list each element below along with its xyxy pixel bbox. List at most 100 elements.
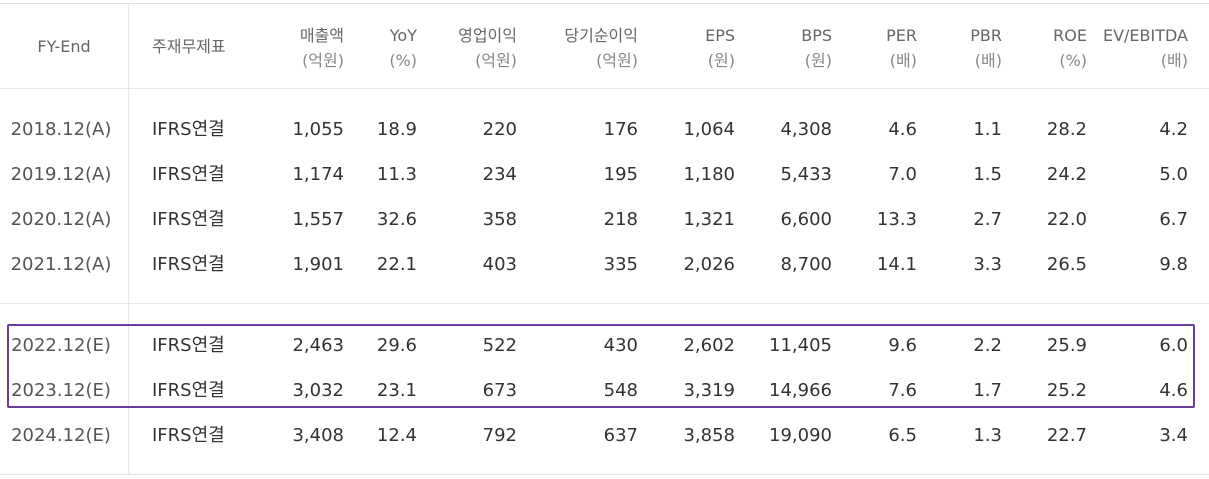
cell-eps: 3,319 <box>683 380 735 401</box>
header-roe: ROE <box>1053 26 1087 45</box>
cell-fy-end: 2024.12(E) <box>11 425 111 446</box>
cell-fy-end: 2018.12(A) <box>10 119 112 140</box>
cell-bps: 14,966 <box>769 380 832 401</box>
cell-net-income: 430 <box>603 335 638 356</box>
cell-net-income: 637 <box>603 425 638 446</box>
cell-net-income: 218 <box>603 209 638 230</box>
header-ev-ebitda-unit: (배) <box>1160 51 1188 70</box>
cell-fy-end: 2022.12(E) <box>11 335 111 356</box>
cell-net-income: 176 <box>603 119 638 140</box>
header-per-unit: (배) <box>889 51 917 70</box>
estimate-highlight-box <box>7 324 1195 408</box>
cell-roe: 26.5 <box>1046 254 1087 275</box>
cell-revenue: 2,463 <box>292 335 344 356</box>
cell-eps: 2,026 <box>683 254 735 275</box>
cell-per: 7.0 <box>888 164 917 185</box>
cell-net-income: 548 <box>603 380 638 401</box>
table-bottom-border <box>0 474 1209 475</box>
cell-pbr: 2.2 <box>973 335 1002 356</box>
cell-per: 14.1 <box>876 254 917 275</box>
header-revenue: 매출액 <box>299 26 344 45</box>
cell-ev-ebitda: 6.7 <box>1159 209 1188 230</box>
header-ev-ebitda: EV/EBITDA <box>1102 26 1188 45</box>
cell-bps: 5,433 <box>780 164 832 185</box>
cell-revenue: 1,055 <box>292 119 344 140</box>
cell-roe: 28.2 <box>1046 119 1087 140</box>
cell-bps: 4,308 <box>780 119 832 140</box>
cell-pbr: 1.7 <box>973 380 1002 401</box>
header-net-income-unit: (억원) <box>596 51 638 70</box>
cell-yoy: 22.1 <box>376 254 417 275</box>
header-operating-profit-unit: (억원) <box>475 51 517 70</box>
header-operating-profit: 영업이익 <box>458 26 517 45</box>
cell-yoy: 11.3 <box>376 164 417 185</box>
cell-roe: 22.7 <box>1046 425 1087 446</box>
cell-fy-end: 2023.12(E) <box>11 380 111 401</box>
cell-pbr: 1.1 <box>973 119 1002 140</box>
cell-bps: 11,405 <box>769 335 832 356</box>
header-bps-unit: (원) <box>804 51 832 70</box>
header-revenue-unit: (억원) <box>302 51 344 70</box>
header-fy-end: FY-End <box>37 37 91 56</box>
cell-roe: 25.2 <box>1046 380 1087 401</box>
cell-fy-end: 2020.12(A) <box>10 209 112 230</box>
cell-yoy: 32.6 <box>376 209 417 230</box>
header-net-income: 당기순이익 <box>564 26 638 45</box>
cell-statement-type: IFRS연결 <box>152 119 225 140</box>
cell-roe: 22.0 <box>1046 209 1087 230</box>
header-yoy: YoY <box>389 26 417 45</box>
cell-pbr: 1.5 <box>973 164 1002 185</box>
cell-yoy: 12.4 <box>376 425 417 446</box>
cell-ev-ebitda: 6.0 <box>1159 335 1188 356</box>
cell-revenue: 3,032 <box>292 380 344 401</box>
cell-per: 6.5 <box>888 425 917 446</box>
cell-operating-profit: 234 <box>482 164 517 185</box>
cell-pbr: 3.3 <box>973 254 1002 275</box>
header-eps-unit: (원) <box>707 51 735 70</box>
cell-revenue: 1,174 <box>292 164 344 185</box>
cell-bps: 8,700 <box>780 254 832 275</box>
cell-roe: 24.2 <box>1046 164 1087 185</box>
cell-fy-end: 2021.12(A) <box>10 254 112 275</box>
cell-per: 13.3 <box>876 209 917 230</box>
cell-operating-profit: 403 <box>482 254 517 275</box>
cell-net-income: 335 <box>603 254 638 275</box>
cell-yoy: 23.1 <box>376 380 417 401</box>
cell-yoy: 18.9 <box>376 119 417 140</box>
cell-statement-type: IFRS연결 <box>152 164 225 185</box>
cell-eps: 3,858 <box>683 425 735 446</box>
cell-pbr: 2.7 <box>973 209 1002 230</box>
cell-statement-type: IFRS연결 <box>152 254 225 275</box>
cell-per: 4.6 <box>888 119 917 140</box>
cell-ev-ebitda: 4.2 <box>1159 119 1188 140</box>
table-top-border <box>0 3 1209 4</box>
cell-per: 7.6 <box>888 380 917 401</box>
cell-bps: 19,090 <box>769 425 832 446</box>
cell-statement-type: IFRS연결 <box>152 380 225 401</box>
cell-operating-profit: 358 <box>482 209 517 230</box>
cell-statement-type: IFRS연결 <box>152 425 225 446</box>
cell-fy-end: 2019.12(A) <box>10 164 112 185</box>
cell-pbr: 1.3 <box>973 425 1002 446</box>
cell-operating-profit: 522 <box>482 335 517 356</box>
cell-eps: 1,180 <box>683 164 735 185</box>
header-roe-unit: (%) <box>1059 51 1087 70</box>
cell-per: 9.6 <box>888 335 917 356</box>
cell-ev-ebitda: 9.8 <box>1159 254 1188 275</box>
cell-eps: 1,321 <box>683 209 735 230</box>
header-bps: BPS <box>801 26 832 45</box>
cell-revenue: 1,557 <box>292 209 344 230</box>
cell-revenue: 1,901 <box>292 254 344 275</box>
cell-bps: 6,600 <box>780 209 832 230</box>
cell-net-income: 195 <box>603 164 638 185</box>
header-statement-type: 주재무제표 <box>152 37 226 56</box>
cell-operating-profit: 220 <box>482 119 517 140</box>
cell-ev-ebitda: 4.6 <box>1159 380 1188 401</box>
header-pbr-unit: (배) <box>974 51 1002 70</box>
cell-roe: 25.9 <box>1046 335 1087 356</box>
header-eps: EPS <box>705 26 735 45</box>
cell-statement-type: IFRS연결 <box>152 335 225 356</box>
header-pbr: PBR <box>970 26 1002 45</box>
cell-ev-ebitda: 5.0 <box>1159 164 1188 185</box>
